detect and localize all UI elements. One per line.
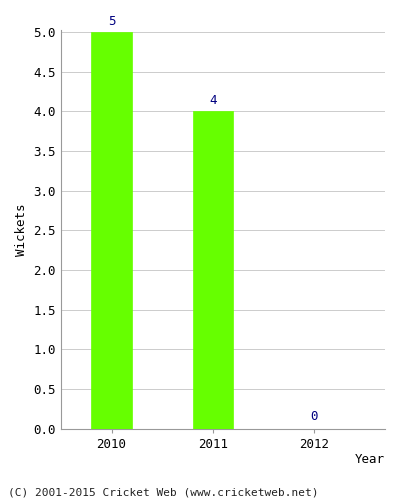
Bar bbox=[192, 112, 233, 429]
Text: 5: 5 bbox=[108, 15, 115, 28]
Y-axis label: Wickets: Wickets bbox=[15, 204, 28, 256]
Text: 4: 4 bbox=[209, 94, 216, 108]
Text: (C) 2001-2015 Cricket Web (www.cricketweb.net): (C) 2001-2015 Cricket Web (www.cricketwe… bbox=[8, 488, 318, 498]
Text: Year: Year bbox=[355, 453, 385, 466]
Bar bbox=[91, 32, 132, 429]
Text: 0: 0 bbox=[310, 410, 318, 424]
